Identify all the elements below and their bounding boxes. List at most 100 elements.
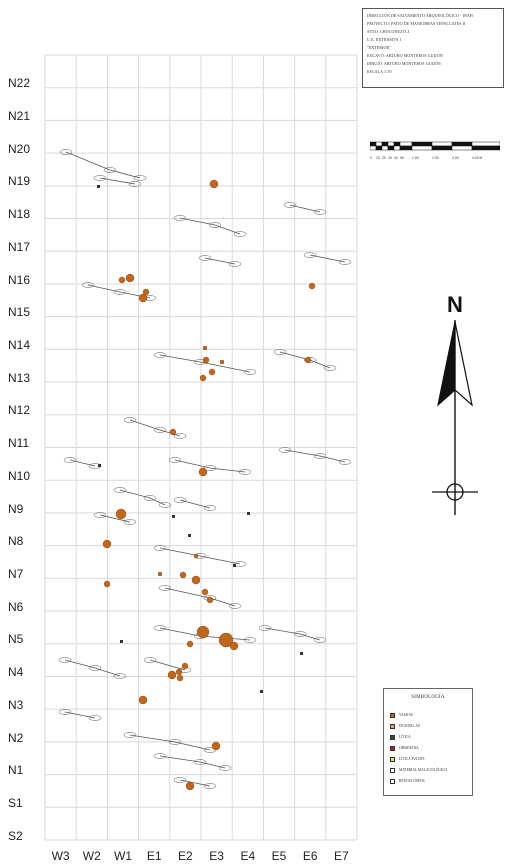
artifact-marker (202, 356, 210, 364)
feature-outline (88, 715, 102, 721)
scale-label: 2.00 (432, 156, 439, 160)
column-label: E5 (271, 849, 287, 863)
row-label: N16 (8, 272, 31, 287)
column-label: E1 (146, 849, 162, 863)
artifact-marker (142, 288, 150, 296)
scale-cell-top (375, 141, 383, 147)
feature-outline (149, 659, 186, 671)
legend-item: VASIJAS (390, 711, 413, 719)
feature-outline (313, 637, 327, 643)
scale-label: 3.00 (452, 156, 459, 160)
artifact-marker (125, 273, 135, 283)
feature-outline (128, 181, 142, 187)
lithic-marker (260, 690, 263, 693)
feature-outline (173, 777, 187, 783)
legend-item: LÍTICA PULIDA (390, 755, 425, 763)
feature-outline (284, 449, 346, 463)
artifact-marker (304, 356, 312, 364)
legend-label: FIGURILLAS (399, 724, 420, 728)
feature-outline (153, 753, 167, 759)
column-label: E7 (334, 849, 349, 863)
feature-outline (203, 783, 217, 789)
lithic-marker (247, 512, 250, 515)
scale-cell-top (471, 141, 500, 147)
artifact-marker (308, 282, 316, 290)
excavation-features (58, 149, 352, 791)
column-label: E3 (209, 849, 224, 863)
scale-cell-bottom (370, 145, 377, 151)
legend-item: RESTOS ÓSEOS (390, 777, 425, 785)
column-label: W3 (51, 849, 70, 863)
feature-outline (198, 255, 212, 261)
legend-swatch (390, 734, 395, 740)
feature-outline (103, 167, 117, 173)
feature-outline (153, 352, 167, 358)
legend-swatch (390, 767, 395, 773)
artifact-marker (169, 428, 177, 436)
feature-outline (133, 175, 147, 181)
artifact-marker (202, 345, 208, 351)
lithic-marker (300, 652, 303, 655)
scale-cell-bottom (431, 145, 453, 151)
artifact-marker (118, 276, 126, 284)
feature-outline (143, 657, 157, 663)
feature-outline (238, 469, 252, 475)
feature-outline (159, 354, 251, 373)
feature-outline (233, 231, 247, 237)
row-label: N7 (8, 566, 24, 581)
feature-outline (59, 149, 73, 155)
row-label: N6 (8, 599, 24, 614)
feature-outline (64, 711, 96, 719)
row-label: N22 (8, 76, 31, 91)
artifact-marker (185, 781, 195, 791)
artifact-marker (199, 374, 207, 382)
feature-outline (293, 631, 307, 637)
feature-outline (93, 175, 107, 181)
title-block: DIRECCIÓN DE SALVAMENTO ARQUEOLÓGICO - I… (362, 8, 504, 88)
row-label: N11 (8, 436, 30, 451)
column-label: W2 (82, 849, 101, 863)
scale-cell-top (387, 141, 395, 147)
scale-cell-top (451, 141, 473, 147)
north-arrow-icon: N (432, 292, 478, 515)
feature-outline (99, 177, 136, 185)
row-label: N20 (8, 141, 31, 156)
artifact-marker (138, 293, 148, 303)
feature-outline (158, 502, 172, 508)
artifact-marker (138, 695, 148, 705)
feature-outline (164, 587, 236, 607)
scale-label: 50 (400, 156, 404, 160)
row-label: N8 (8, 534, 24, 549)
scale-cell-bottom (451, 145, 473, 151)
column-label: E6 (302, 849, 318, 863)
legend-item: LÍTICA (390, 733, 411, 741)
artifact-marker (206, 596, 214, 604)
feature-outline (278, 447, 292, 453)
row-label: N13 (8, 370, 31, 385)
feature-outline (58, 657, 72, 663)
feature-outline (173, 215, 187, 221)
row-label: N3 (8, 697, 24, 712)
feature-outline (204, 257, 236, 265)
feature-outline (168, 457, 182, 463)
artifact-marker (229, 641, 239, 651)
scale-cell-bottom (471, 145, 500, 151)
artifact-marker (209, 179, 219, 189)
feature-outline (93, 512, 107, 518)
feature-outline (113, 487, 127, 493)
legend-title: SIMBOLOGÍA (411, 695, 445, 700)
feature-outline (123, 519, 137, 525)
scale-label: 1.00 (412, 156, 419, 160)
artifact-marker (103, 580, 111, 588)
legend-label: VASIJAS (399, 713, 413, 717)
scale-cell-top (431, 141, 453, 147)
scale-cell-top (399, 141, 413, 147)
column-label: W1 (114, 849, 132, 863)
lithic-marker (188, 534, 191, 537)
feature-outline (153, 545, 167, 551)
scale-cell-bottom (387, 145, 395, 151)
row-label: N2 (8, 730, 24, 745)
grid-lines (44, 54, 358, 841)
feature-outline (153, 625, 167, 631)
